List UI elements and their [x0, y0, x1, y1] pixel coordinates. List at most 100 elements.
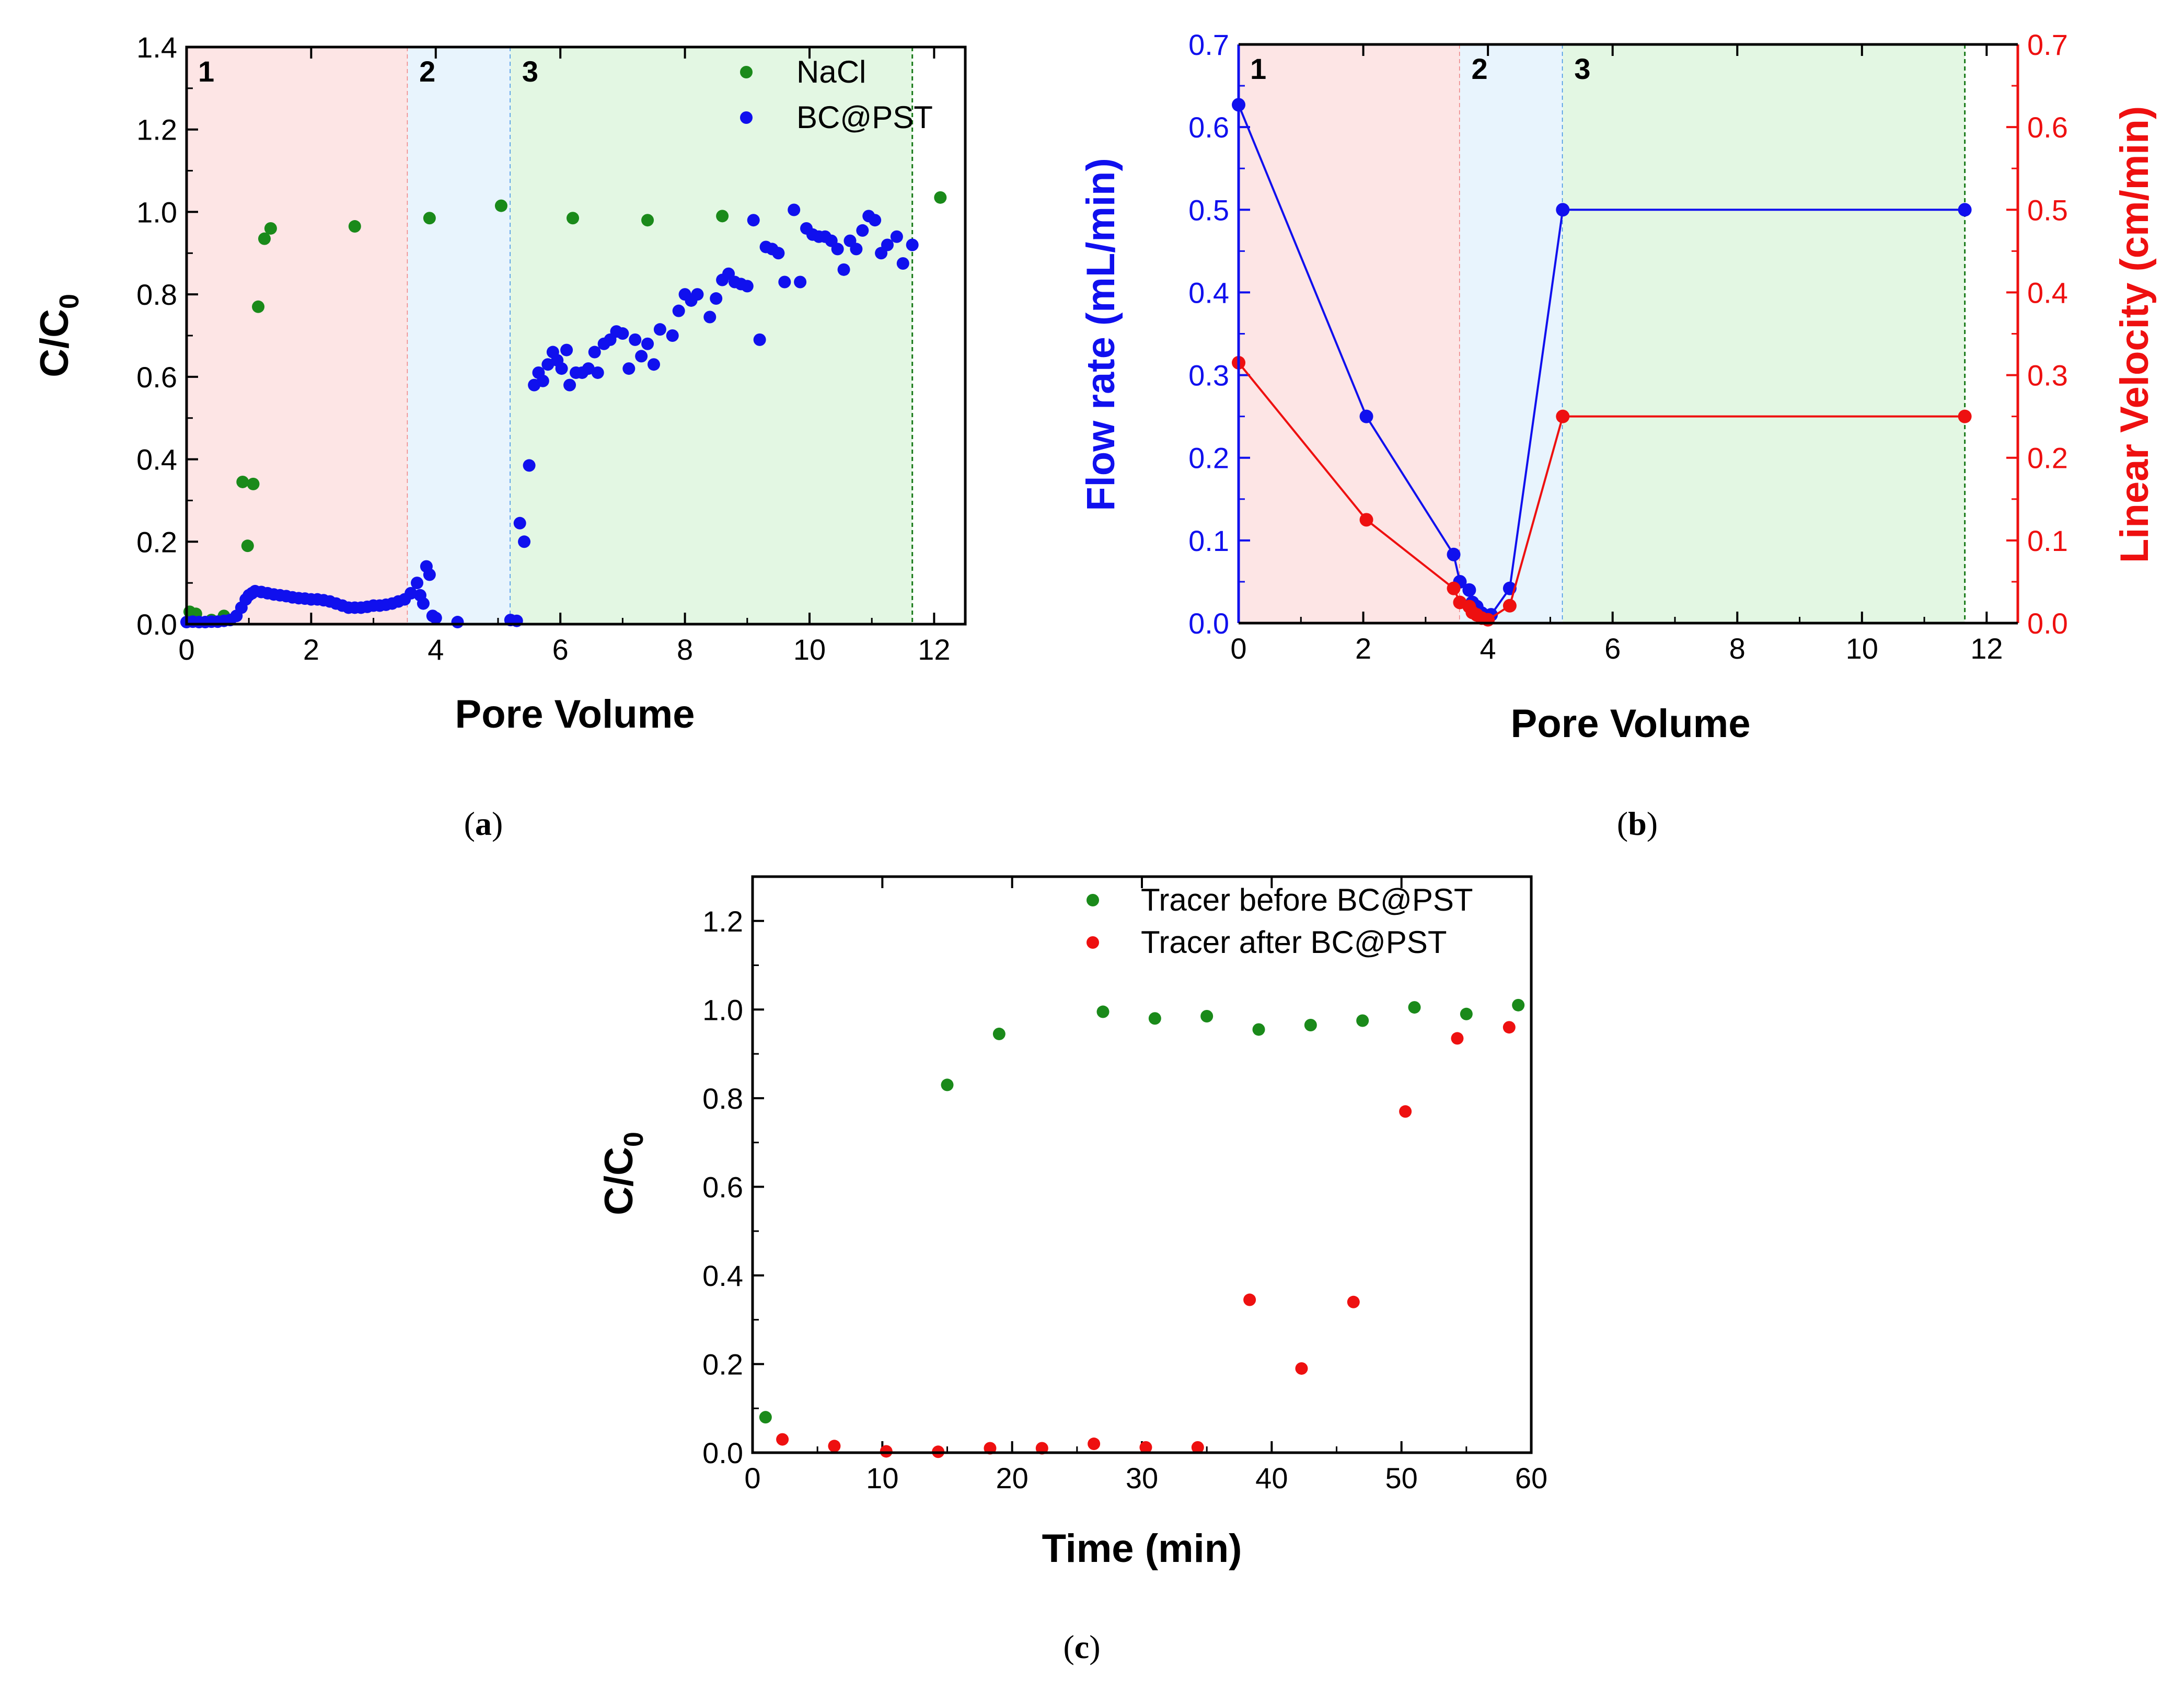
a-series-1-point-69	[616, 327, 629, 340]
b-region-1-label: 1	[1250, 52, 1266, 85]
a-series-1-point-63	[582, 362, 595, 375]
c-series-1-point-13	[1451, 1032, 1464, 1045]
a-series-1-point-105	[856, 224, 869, 237]
a-series-1-point-43	[423, 568, 436, 581]
a-region-1-fill	[187, 47, 408, 624]
a-series-1-point-95	[794, 275, 807, 289]
b-caption-letter: b	[1628, 805, 1647, 842]
b-caption: (b)	[1617, 805, 1658, 842]
a-series-0-point-16	[934, 191, 947, 204]
a-legend: NaCl BC@PST	[740, 54, 933, 135]
c-series-1-point-11	[1347, 1295, 1360, 1308]
c-y-tick-label-0.0: 0.0	[702, 1436, 743, 1469]
b-y2-tick-label-0.5: 0.5	[2027, 193, 2068, 226]
a-series-1-point-64	[588, 346, 601, 359]
a-series-0-point-9	[264, 222, 277, 235]
a-series-0-point-13	[567, 212, 580, 225]
c-series-0-point-8	[1356, 1014, 1369, 1027]
panel-c: 0 10 20 30 40 50 60 0.0 0.2 0.4 0.6 0.8 1.0 1.2 Time…	[597, 875, 1547, 1665]
b-x-tick-label-10: 10	[1846, 632, 1878, 665]
a-legend-marker-nacl	[740, 66, 753, 78]
a-series-0-point-6	[247, 477, 260, 490]
c-x-tick-label-40: 40	[1255, 1462, 1288, 1494]
c-x-axis-label: Time (min)	[1042, 1526, 1242, 1571]
c-series-0-point-9	[1408, 1001, 1421, 1014]
c-y-axis-label-main: C/C	[597, 1147, 641, 1215]
b-y2-tick-label-0.0: 0.0	[2027, 607, 2068, 640]
b-y2-axis-label: Linear Velocity (cm/min)	[2112, 106, 2157, 563]
c-x-tick-label-20: 20	[996, 1462, 1029, 1494]
b-y2-tick-label-0.4: 0.4	[2027, 276, 2068, 309]
a-series-1-point-94	[788, 203, 801, 216]
a-series-1-point-76	[666, 329, 679, 342]
c-series-0-point-11	[1512, 998, 1525, 1011]
c-series-1-point-0	[776, 1433, 789, 1446]
a-region-2-fill	[408, 47, 511, 624]
b-series-1-point-2	[1447, 581, 1461, 595]
a-series-1-point-54	[536, 374, 549, 387]
b-y-ticks: 0.0 0.1 0.2 0.3 0.4 0.5 0.6 0.7	[1188, 28, 1250, 640]
b-x-tick-label-8: 8	[1729, 632, 1746, 665]
a-series-1-point-77	[672, 304, 685, 317]
b-series-0-point-1	[1359, 409, 1373, 423]
a-series-1-point-59	[560, 343, 573, 357]
a-series-1-point-80	[691, 288, 704, 301]
a-series-0-point-7	[252, 300, 265, 313]
a-y-axis-label: C/C0	[32, 294, 85, 377]
b-y2-tick-label-0.7: 0.7	[2027, 28, 2068, 61]
b-y-axis-label: Flow rate (mL/min)	[1079, 158, 1123, 511]
c-series-1-point-9	[1243, 1293, 1256, 1306]
b-x-tick-label-12: 12	[1970, 632, 2003, 665]
a-series-0-point-15	[716, 210, 729, 223]
a-series-1-point-74	[648, 358, 660, 371]
b-series	[1232, 98, 1972, 627]
c-series-1-point-6	[1088, 1438, 1101, 1451]
a-x-tick-label-6: 6	[552, 633, 569, 666]
c-y-tick-label-0.6: 0.6	[702, 1170, 743, 1203]
c-series-0-point-5	[1200, 1010, 1214, 1023]
b-y2-tick-label-0.1: 0.1	[2027, 524, 2068, 557]
b-y2-tick-label-0.3: 0.3	[2027, 359, 2068, 392]
c-y-tick-label-0.8: 0.8	[702, 1082, 743, 1115]
a-y-axis-label-main: C/C	[32, 309, 77, 377]
a-series-1-point-65	[591, 366, 604, 379]
a-legend-label-nacl: NaCl	[796, 54, 866, 89]
b-series-0-point-4	[1462, 583, 1476, 597]
a-series-1-point-72	[635, 350, 648, 363]
a-series-1-point-46	[451, 616, 464, 629]
a-y-tick-label-0.0: 0.0	[136, 608, 177, 641]
a-series-1-point-49	[513, 516, 526, 530]
c-series-0-point-1	[941, 1078, 954, 1091]
c-caption: (c)	[1063, 1628, 1100, 1665]
c-series-0-point-0	[759, 1411, 772, 1424]
a-series-1-point-73	[641, 337, 654, 350]
a-series-1-point-93	[778, 275, 791, 289]
c-x-tick-label-0: 0	[744, 1462, 760, 1494]
b-y-tick-label-0.6: 0.6	[1188, 111, 1229, 144]
a-y-tick-label-0.8: 0.8	[136, 278, 177, 311]
a-x-axis-label: Pore Volume	[455, 692, 695, 737]
b-series-1-point-10	[1556, 409, 1570, 423]
a-series-1-point-38	[405, 587, 418, 600]
a-caption: (a)	[464, 805, 503, 842]
b-region-3-fill	[1563, 44, 1965, 623]
c-series-1-point-7	[1139, 1441, 1152, 1454]
a-series-0-point-5	[241, 539, 254, 553]
a-series-1-point-50	[518, 535, 531, 548]
b-y-tick-label-0.0: 0.0	[1188, 607, 1229, 640]
c-x-tick-label-60: 60	[1515, 1462, 1547, 1494]
a-x-ticks: 0 2 4 6 8 10 12	[178, 47, 951, 666]
c-y-axis-label-sub: 0	[619, 1132, 649, 1147]
a-series-0-point-11	[423, 212, 436, 225]
c-y-ticks: 0.0 0.2 0.4 0.6 0.8 1.0 1.2	[702, 905, 764, 1469]
b-series-0-point-12	[1958, 203, 1972, 217]
a-series-1-point-75	[653, 323, 666, 336]
c-series-1-point-14	[1503, 1021, 1516, 1034]
a-series-1-point-55	[541, 358, 554, 371]
a-caption-letter: a	[475, 805, 492, 842]
c-series-0-point-6	[1252, 1023, 1265, 1036]
c-points	[759, 998, 1525, 1458]
a-series-1-point-104	[850, 243, 863, 256]
a-series-1-point-112	[906, 238, 919, 251]
